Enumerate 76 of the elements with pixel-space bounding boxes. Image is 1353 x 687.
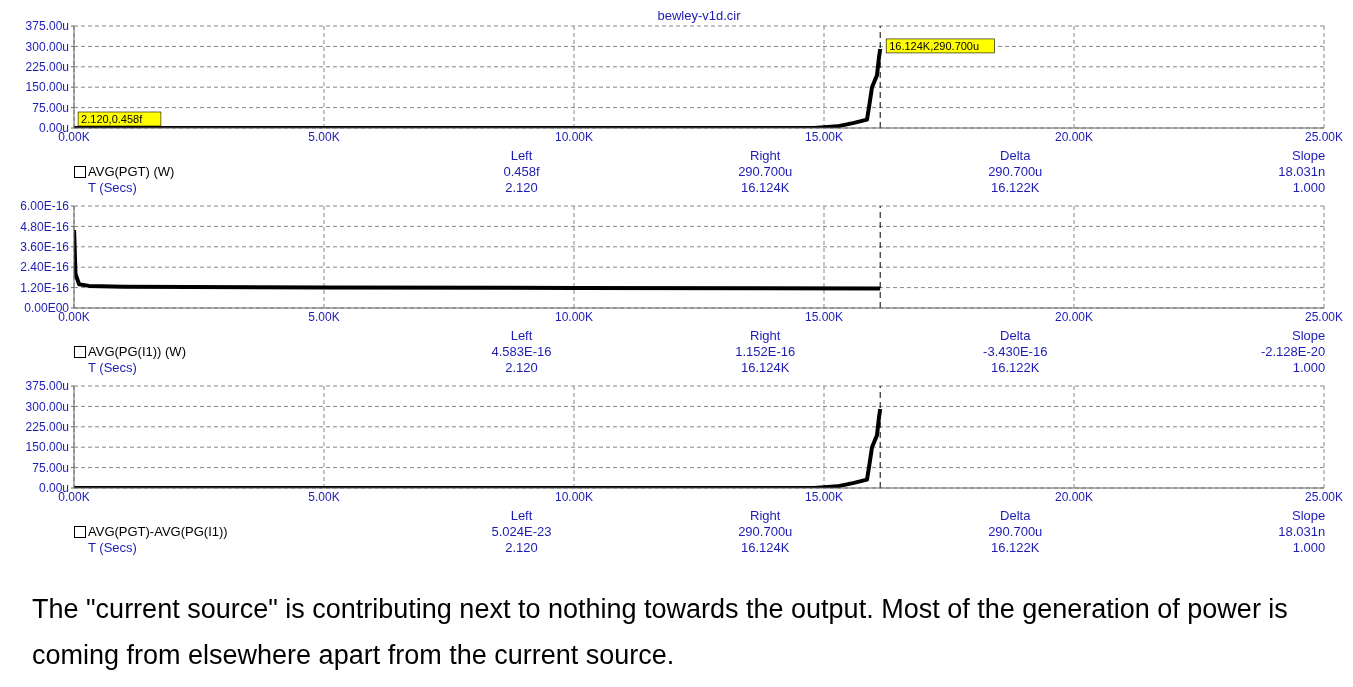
text: 1.000 — [1291, 360, 1326, 375]
x-tick-label: 15.00K — [804, 129, 844, 144]
text: Delta — [999, 148, 1032, 163]
text: Left — [509, 328, 534, 343]
y-tick-label: 225.00u — [25, 420, 69, 435]
text: Delta — [999, 328, 1032, 343]
x-axis-title: T (Secs) — [88, 180, 137, 195]
text: Left — [509, 148, 534, 163]
text: Right — [749, 148, 782, 163]
text: 2.120 — [504, 540, 539, 555]
y-tick-label: 300.00u — [25, 39, 69, 54]
text: 18.031n — [1277, 164, 1326, 179]
text: 16.124K — [740, 360, 791, 375]
text: -3.430E-16 — [982, 344, 1049, 359]
text: Right — [749, 508, 782, 523]
text: Slope — [1291, 508, 1326, 523]
y-tick-label: 3.60E-16 — [20, 240, 70, 255]
x-tick-label: 10.00K — [554, 489, 594, 504]
x-tick-label: 20.00K — [1054, 489, 1094, 504]
text: Left — [509, 508, 534, 523]
text: 290.700u — [737, 524, 794, 539]
text: 16.122K — [990, 180, 1041, 195]
text: 16.124K — [740, 540, 791, 555]
text: The "current source" is contributing next to nothing towards the output. Most of the generation of power is coming from elsewhere apart from the current source. — [32, 593, 1289, 672]
text: 290.700u — [737, 164, 794, 179]
text: 16.124K — [740, 180, 791, 195]
y-tick-label: 75.00u — [32, 100, 69, 115]
text: 5.024E-23 — [490, 524, 553, 539]
x-tick-label: 5.00K — [308, 129, 340, 144]
y-tick-label: 75.00u — [32, 460, 69, 475]
y-tick-label: 375.00u — [25, 379, 69, 394]
x-tick-label: 25.00K — [1304, 129, 1344, 144]
text: -2.128E-20 — [1259, 344, 1326, 359]
x-axis-title: T (Secs) — [88, 360, 137, 375]
x-axis-title: T (Secs) — [88, 540, 137, 555]
text: 290.700u — [987, 524, 1044, 539]
x-tick-label: 25.00K — [1304, 489, 1344, 504]
x-tick-label: 10.00K — [554, 309, 594, 324]
x-tick-label: 25.00K — [1304, 309, 1344, 324]
annotation: 16.124K,290.700u — [889, 39, 980, 52]
x-tick-label: 15.00K — [804, 489, 844, 504]
text: 1.000 — [1291, 180, 1326, 195]
text: 2.120 — [504, 360, 539, 375]
x-tick-label: 5.00K — [308, 489, 340, 504]
chart-title: bewley-v1d.cir — [656, 8, 742, 23]
legend-label: AVG(PGT)-AVG(PG(I1)) — [88, 524, 228, 539]
text: 0.458f — [502, 164, 541, 179]
text: 18.031n — [1277, 524, 1326, 539]
y-tick-label: 150.00u — [25, 440, 69, 455]
text: 290.700u — [987, 164, 1044, 179]
text: Right — [749, 328, 782, 343]
x-tick-label: 20.00K — [1054, 129, 1094, 144]
text: 16.122K — [990, 360, 1041, 375]
y-tick-label: 225.00u — [25, 60, 69, 75]
x-tick-label: 15.00K — [804, 309, 844, 324]
y-tick-label: 4.80E-16 — [20, 219, 70, 234]
text: Slope — [1291, 148, 1326, 163]
text: Slope — [1291, 328, 1326, 343]
legend-label: AVG(PG(I1)) (W) — [88, 344, 186, 359]
x-tick-label: 5.00K — [308, 309, 340, 324]
legend-label: AVG(PGT) (W) — [88, 164, 175, 179]
y-tick-label: 375.00u — [25, 19, 69, 34]
text: 16.122K — [990, 540, 1041, 555]
annotation: 2.120,0.458f — [81, 113, 144, 125]
y-tick-label: 6.00E-16 — [20, 199, 70, 214]
y-tick-label: 150.00u — [25, 80, 69, 95]
x-tick-label: 20.00K — [1054, 309, 1094, 324]
text: 4.583E-16 — [490, 344, 553, 359]
y-tick-label: 300.00u — [25, 399, 69, 414]
text: 1.152E-16 — [734, 344, 797, 359]
text: 2.120 — [504, 180, 539, 195]
text: Delta — [999, 508, 1032, 523]
y-tick-label: 2.40E-16 — [20, 260, 70, 275]
x-tick-label: 10.00K — [554, 129, 594, 144]
y-tick-label: 1.20E-16 — [20, 280, 70, 295]
text: 1.000 — [1291, 540, 1326, 555]
